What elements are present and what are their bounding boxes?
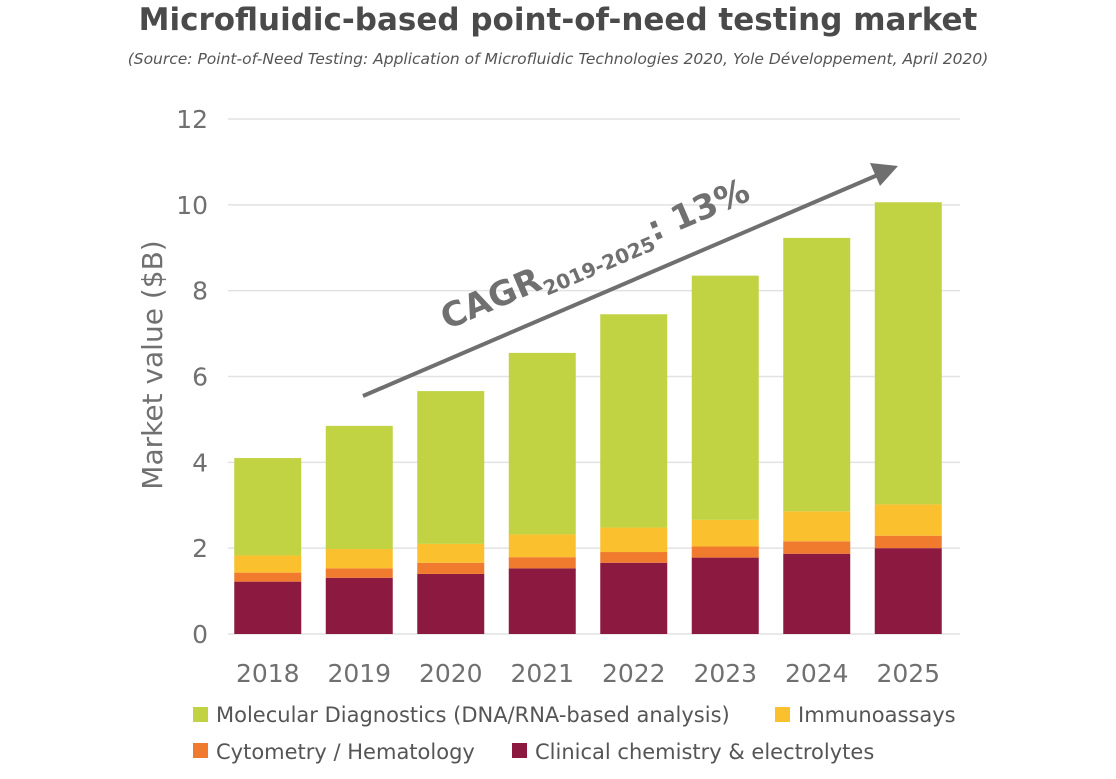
bar-immuno-2018 [234,555,302,573]
bar-immuno-2025 [874,504,942,536]
legend-label-clinical: Clinical chemistry & electrolytes [535,740,874,764]
cagr-value: : 13% [642,171,756,250]
x-axis-ticks: 2018 2019 2020 2021 2022 2023 2024 2025 [236,659,940,688]
bar-cytometry-2021 [508,557,576,569]
bar-cytometry-2019 [325,568,393,578]
x-tick-label: 2019 [327,659,391,688]
x-tick-label: 2024 [785,659,849,688]
x-tick-label: 2025 [876,659,940,688]
bar-molecular-2025 [874,202,942,505]
bar-clinical-2025 [874,548,942,634]
x-tick-label: 2020 [419,659,483,688]
bar-immuno-2024 [783,511,851,542]
bar-cytometry-2020 [417,562,485,574]
bar-molecular-2022 [600,314,668,528]
legend-label-immuno: Immunoassays [798,703,956,727]
bar-molecular-2021 [508,352,576,535]
bar-clinical-2022 [600,562,668,634]
cagr-label: CAGR [435,260,548,338]
bar-clinical-2023 [691,557,759,634]
x-tick-label: 2022 [602,659,666,688]
chart-subtitle: (Source: Point-of-Need Testing: Applicat… [127,50,989,68]
x-tick-label: 2018 [236,659,300,688]
legend-label-molecular: Molecular Diagnostics (DNA/RNA-based ana… [216,703,730,727]
bar-molecular-2024 [783,237,851,512]
cagr-arrow [362,163,898,398]
chart-title: Microfluidic-based point-of-need testing… [138,2,978,38]
x-tick-label: 2023 [693,659,757,688]
bar-cytometry-2018 [234,572,302,582]
bar-immuno-2020 [417,543,485,563]
y-tick-label: 10 [176,191,208,220]
legend: Molecular Diagnostics (DNA/RNA-based ana… [193,703,956,764]
bar-clinical-2018 [234,581,302,634]
y-tick-label: 6 [192,363,208,392]
y-tick-label: 2 [192,534,208,563]
legend-swatch-molecular [193,707,208,722]
bar-immuno-2021 [508,534,576,558]
y-tick-label: 0 [192,620,208,649]
bar-molecular-2019 [325,425,393,550]
bar-molecular-2020 [417,391,485,544]
y-tick-label: 8 [192,277,208,306]
legend-swatch-immuno [775,707,790,722]
legend-swatch-cytometry [193,743,208,758]
y-tick-label: 12 [176,105,208,134]
bar-molecular-2018 [234,458,302,556]
bar-clinical-2019 [325,577,393,634]
bar-cytometry-2025 [874,535,942,549]
bar-clinical-2020 [417,573,485,634]
bar-cytometry-2022 [600,552,668,563]
bar-clinical-2024 [783,553,851,634]
y-axis-label: Market value ($B) [136,240,169,489]
bar-cytometry-2024 [783,541,851,554]
bar-immuno-2022 [600,527,668,553]
bar-cytometry-2023 [691,546,759,558]
bar-clinical-2021 [508,568,576,634]
bar-molecular-2023 [691,275,759,520]
legend-label-cytometry: Cytometry / Hematology [216,740,475,764]
y-axis-ticks: 0 2 4 6 8 10 12 [176,105,208,649]
arrow-head [870,163,898,186]
bars [234,202,942,634]
y-tick-label: 4 [192,448,208,477]
legend-swatch-clinical [512,743,527,758]
bar-immuno-2023 [691,519,759,547]
x-tick-label: 2021 [510,659,574,688]
bar-immuno-2019 [325,549,393,569]
